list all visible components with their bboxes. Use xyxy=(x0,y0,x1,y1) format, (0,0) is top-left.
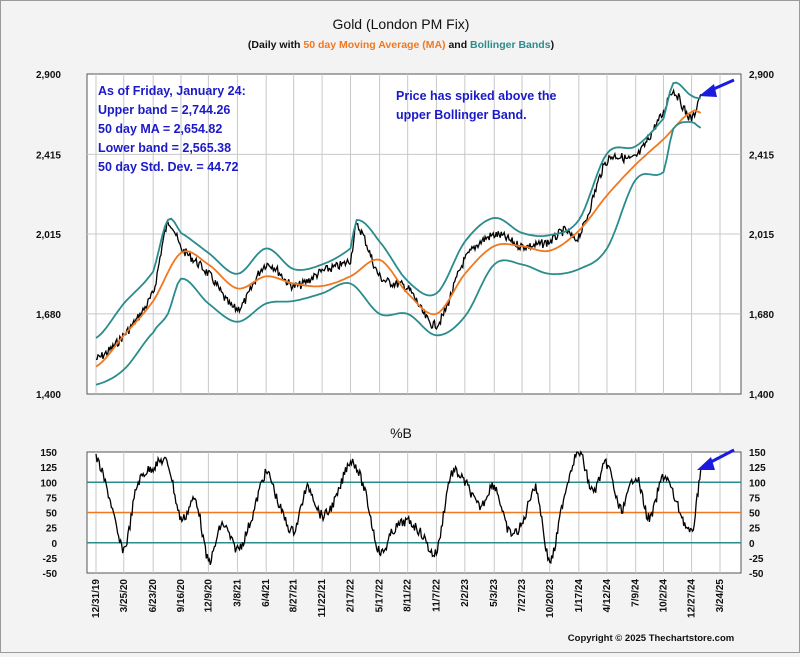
y-tick-label-left: 1,400 xyxy=(36,390,61,401)
x-tick-label: 3/24/25 xyxy=(715,579,726,613)
y-tick-label-left: 2,900 xyxy=(36,70,61,81)
pb-tick-label-left: 125 xyxy=(40,463,57,474)
y-tick-label-left: 2,015 xyxy=(36,230,61,241)
y-tick-label-right: 2,015 xyxy=(749,230,774,241)
pb-tick-label-right: 125 xyxy=(749,463,766,474)
spike-note-line-1: Price has spiked above the xyxy=(396,89,557,103)
pb-tick-label-right: 50 xyxy=(749,509,761,520)
y-tick-label-right: 2,900 xyxy=(749,70,774,81)
left-annotation: As of Friday, January 24: Upper band = 2… xyxy=(98,84,246,174)
percentb-title: %B xyxy=(390,425,412,441)
x-tick-label: 2/17/22 xyxy=(346,579,357,613)
pb-tick-label-right: 150 xyxy=(749,448,766,459)
gridlines xyxy=(87,74,741,573)
pb-tick-label-right: -50 xyxy=(749,569,764,580)
x-tick-label: 5/3/23 xyxy=(489,579,500,607)
chart-subtitle: (Daily with 50 day Moving Average (MA) a… xyxy=(248,39,554,51)
pb-tick-label-left: 75 xyxy=(46,493,58,504)
pb-tick-label-left: 100 xyxy=(40,478,57,489)
right-annotation: Price has spiked above the upper Bolling… xyxy=(396,89,557,122)
percentb-line xyxy=(95,450,702,565)
x-tick-label: 2/2/23 xyxy=(460,579,471,607)
subtitle-prefix: (Daily with xyxy=(248,39,303,51)
annotation-line-1: As of Friday, January 24: xyxy=(98,84,246,98)
x-tick-label: 12/9/20 xyxy=(203,579,214,613)
x-tick-label: 11/7/22 xyxy=(431,579,442,612)
x-tick-label: 10/2/24 xyxy=(658,579,669,613)
pb-tick-label-left: -50 xyxy=(43,569,58,580)
arrow-percentb-icon xyxy=(697,448,735,470)
x-tick-label: 6/4/21 xyxy=(261,579,272,607)
x-tick-label: 6/23/20 xyxy=(148,579,159,613)
copyright: Copyright © 2025 Thechartstore.com xyxy=(568,633,734,644)
subtitle-bb: Bollinger Bands xyxy=(470,39,551,51)
subtitle-mid: and xyxy=(446,39,471,51)
pb-tick-label-left: 0 xyxy=(51,539,57,550)
x-tick-label: 11/22/21 xyxy=(317,579,328,618)
pb-tick-label-right: 25 xyxy=(749,524,761,535)
x-tick-label: 12/27/24 xyxy=(687,579,698,618)
pb-tick-label-right: 75 xyxy=(749,493,761,504)
chart-title: Gold (London PM Fix) xyxy=(333,16,470,32)
x-tick-label: 4/12/24 xyxy=(602,579,613,613)
pb-tick-label-right: 0 xyxy=(749,539,755,550)
pb-tick-label-right: -25 xyxy=(749,554,764,565)
annotation-line-2: Upper band = 2,744.26 xyxy=(98,103,230,117)
annotation-line-4: Lower band = 2,565.38 xyxy=(98,141,231,155)
x-tick-label: 9/16/20 xyxy=(176,579,187,613)
x-tick-label: 1/17/24 xyxy=(574,579,585,613)
x-tick-label: 7/9/24 xyxy=(631,579,642,607)
y-tick-label-right: 2,415 xyxy=(749,150,774,161)
pb-tick-label-left: -25 xyxy=(43,554,58,565)
lower-bollinger-line xyxy=(95,121,702,386)
y-tick-label-right: 1,400 xyxy=(749,390,774,401)
subtitle-ma: 50 day Moving Average (MA) xyxy=(303,39,445,51)
pb-tick-label-left: 25 xyxy=(46,524,58,535)
y-tick-label-left: 1,680 xyxy=(36,310,61,321)
annotation-line-3: 50 day MA = 2,654.82 xyxy=(98,122,222,136)
x-tick-label: 3/8/21 xyxy=(232,579,243,607)
x-tick-label: 8/27/21 xyxy=(289,579,300,613)
x-tick-label: 8/11/22 xyxy=(403,579,414,612)
upper-bollinger-line xyxy=(95,81,701,339)
x-tick-label: 10/20/23 xyxy=(545,579,556,618)
pb-tick-label-left: 50 xyxy=(46,509,58,520)
pb-tick-label-left: 150 xyxy=(40,448,57,459)
spike-note-line-2: upper Bollinger Band. xyxy=(396,108,527,122)
subtitle-suffix: ) xyxy=(551,39,555,51)
x-tick-label: 5/17/22 xyxy=(375,579,386,613)
y-tick-label-left: 2,415 xyxy=(36,150,61,161)
x-tick-label: 3/25/20 xyxy=(119,579,130,613)
moving-average-line xyxy=(95,109,702,368)
axis-ticks: 12/31/19 3/25/20 6/23/20 9/16/20 12/9/20 3/8/… xyxy=(36,70,774,618)
arrow-price-icon xyxy=(699,78,735,97)
pb-tick-label-right: 100 xyxy=(749,478,766,489)
x-tick-label: 12/31/19 xyxy=(91,579,102,618)
y-tick-label-right: 1,680 xyxy=(749,310,774,321)
annotation-line-5: 50 day Std. Dev. = 44.72 xyxy=(98,160,239,174)
x-tick-label: 7/27/23 xyxy=(517,579,528,613)
chart-series xyxy=(95,81,702,565)
